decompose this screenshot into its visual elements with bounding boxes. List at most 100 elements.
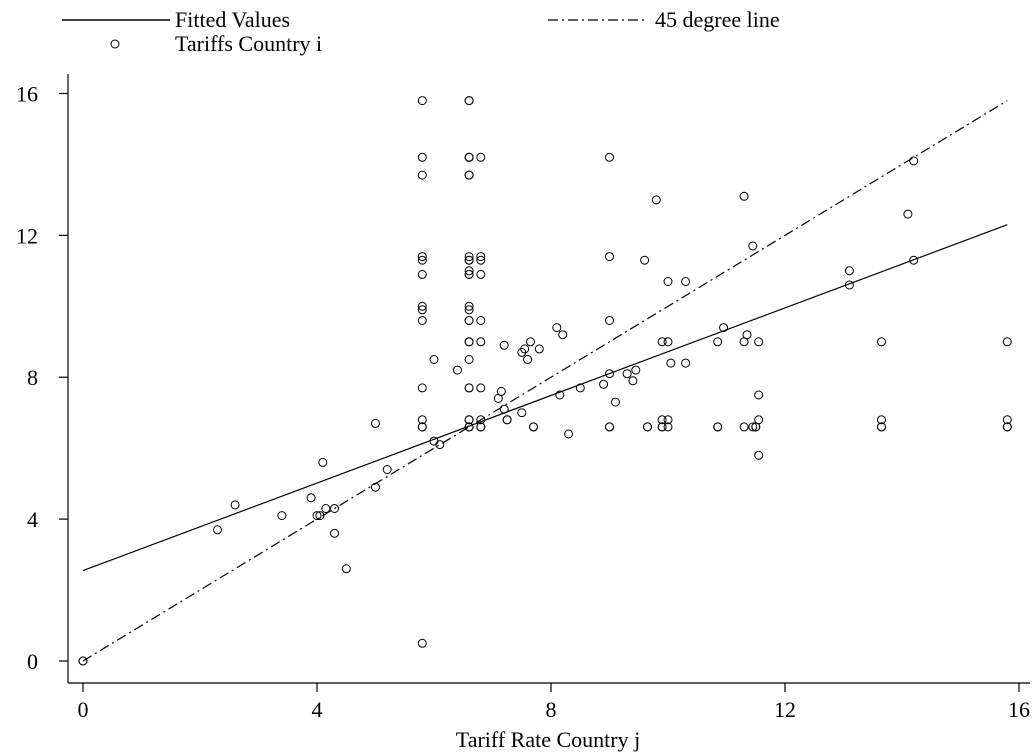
x-ticks: 0 4 8 12 16 <box>78 683 1030 722</box>
scatter-point <box>622 369 632 379</box>
scatter-point <box>464 422 474 432</box>
scatter-point <box>1002 415 1012 425</box>
scatter-point <box>330 504 339 513</box>
legend-fitted-label: Fitted Values <box>175 7 290 32</box>
scatter-point <box>1002 337 1012 347</box>
scatter-point <box>464 269 474 279</box>
legend: Fitted Values 45 degree line Tariffs Cou… <box>62 7 780 56</box>
x-tick-label: 0 <box>78 697 89 722</box>
scatter-point <box>496 386 506 396</box>
scatter-point <box>476 383 486 393</box>
scatter-point <box>575 383 585 393</box>
scatter-point <box>657 422 667 432</box>
scatter-point <box>564 429 574 439</box>
y-ticks: 0 4 8 12 16 <box>16 81 68 674</box>
scatter-point <box>417 316 427 325</box>
scatter-point <box>417 269 427 279</box>
scatter-point <box>555 390 565 400</box>
y-tick-label: 12 <box>16 223 38 248</box>
x-axis-title: Tariff Rate Country j <box>456 727 640 752</box>
scatter-point <box>739 422 749 432</box>
scatter-point <box>452 365 462 375</box>
forty-five-degree-line <box>82 100 1008 662</box>
scatter-point <box>719 323 729 333</box>
scatter-point <box>610 397 620 407</box>
scatter-point <box>523 355 533 364</box>
scatter-point <box>903 209 913 219</box>
scatter-point <box>476 337 486 347</box>
legend-45-label: 45 degree line <box>655 7 780 32</box>
scatter-point <box>640 255 650 265</box>
scatter-point <box>844 280 854 290</box>
scatter-point <box>558 330 568 340</box>
fitted-values-line <box>82 224 1008 572</box>
scatter-point <box>277 511 287 521</box>
scatter-point <box>435 440 445 450</box>
y-tick-label: 4 <box>27 507 38 532</box>
scatter-point <box>417 305 427 315</box>
scatter-point <box>417 170 427 180</box>
scatter-point <box>464 415 474 425</box>
scatter-point <box>748 422 758 432</box>
scatter-point <box>605 152 614 162</box>
scatter-point <box>464 316 474 325</box>
scatter-point <box>754 390 764 400</box>
scatter-point <box>476 152 486 162</box>
scatter-point <box>663 422 673 432</box>
scatter-point <box>742 330 752 340</box>
scatter-point <box>754 337 764 347</box>
scatter-point <box>464 383 474 393</box>
scatter-point <box>318 457 328 467</box>
scatter-point <box>464 266 474 276</box>
scatter-point <box>877 415 886 425</box>
scatter-point <box>382 465 392 474</box>
scatter-point <box>464 252 474 262</box>
scatter-point <box>666 358 676 368</box>
y-tick-label: 16 <box>16 81 38 106</box>
scatter-point <box>605 369 614 379</box>
scatter-point <box>605 422 614 432</box>
scatter-point <box>681 358 691 368</box>
scatter-point <box>476 422 486 432</box>
y-tick-label: 8 <box>27 365 38 390</box>
scatter-point <box>476 415 486 425</box>
scatter-point <box>464 301 474 311</box>
scatter-point <box>417 152 427 162</box>
scatter-point <box>417 638 427 648</box>
scatter-point <box>909 255 919 265</box>
x-tick-label: 16 <box>1008 697 1030 722</box>
scatter-point <box>464 255 474 265</box>
scatter-point <box>429 436 439 446</box>
scatter-point <box>605 316 614 325</box>
scatter-point <box>499 340 509 350</box>
scatter-point <box>429 355 439 364</box>
x-tick-label: 4 <box>312 697 323 722</box>
scatter-point <box>312 511 322 521</box>
scatter-point <box>464 170 474 180</box>
scatter-point <box>526 337 535 347</box>
scatter-point <box>663 277 673 286</box>
scatter-point <box>739 191 749 201</box>
scatter-point <box>1002 422 1012 432</box>
scatter-point <box>552 323 562 333</box>
scatter-point <box>464 355 474 364</box>
scatter-point <box>464 96 474 106</box>
scatter-point <box>520 344 530 354</box>
scatter-point <box>417 255 427 265</box>
scatter-point <box>631 365 641 375</box>
scatter-point <box>330 528 339 538</box>
scatter-point <box>713 337 723 347</box>
scatter-point <box>464 305 474 315</box>
scatter-point <box>371 418 380 428</box>
scatter-point <box>476 316 486 325</box>
scatter-point <box>754 450 764 460</box>
scatter-point <box>657 415 667 425</box>
scatter-point <box>464 337 474 347</box>
scatter-point <box>213 525 222 535</box>
scatter-point <box>754 415 764 425</box>
scatter-point <box>476 255 486 265</box>
y-tick-label: 0 <box>27 649 38 674</box>
scatter-point <box>657 337 667 347</box>
scatter-point <box>417 383 427 393</box>
